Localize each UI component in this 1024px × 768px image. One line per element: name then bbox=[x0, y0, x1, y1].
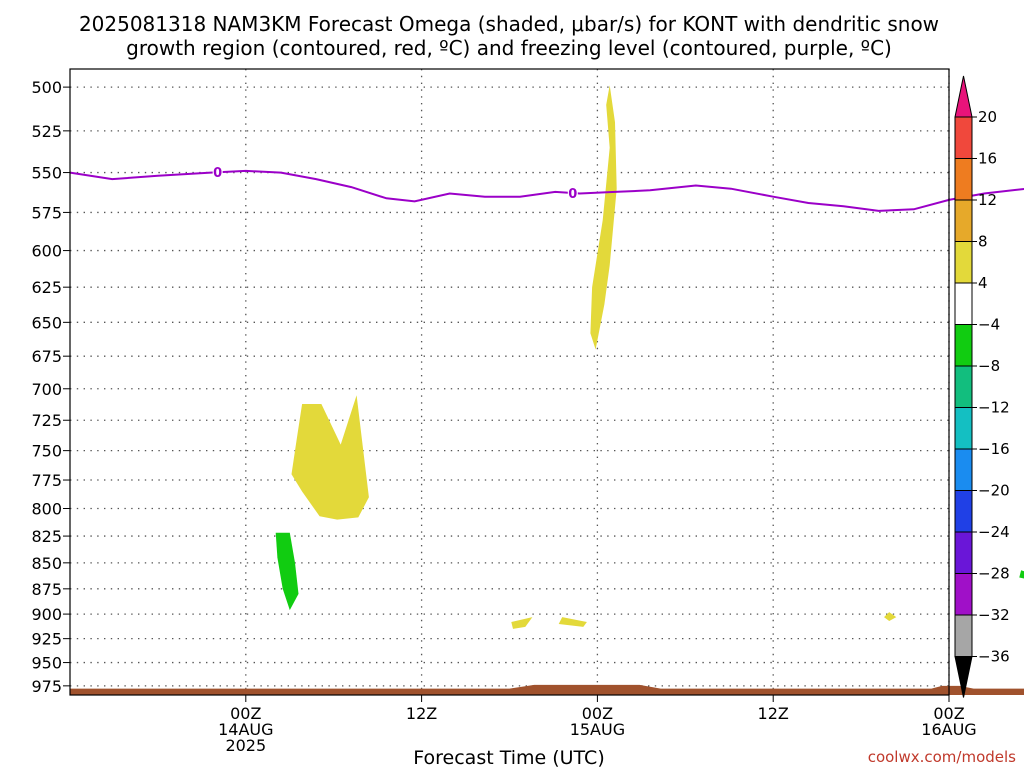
colorbar-tick-label: −8 bbox=[978, 357, 1000, 375]
y-tick-label: 950 bbox=[31, 654, 62, 673]
chart-title-line-1: 2025081318 NAM3KM Forecast Omega (shaded… bbox=[79, 12, 939, 36]
colorbar-tick-label: −20 bbox=[978, 482, 1010, 500]
omega-region bbox=[884, 612, 897, 621]
y-tick-label: 825 bbox=[31, 527, 62, 546]
colorbar-bottom-triangle bbox=[954, 656, 973, 698]
x-tick-label: 12Z bbox=[758, 704, 789, 723]
terrain-area bbox=[70, 684, 1024, 695]
freezing-level-contour-label: 0 bbox=[213, 166, 222, 181]
y-tick-label: 500 bbox=[31, 78, 62, 97]
colorbar-swatch bbox=[954, 407, 973, 450]
credit-label: coolwx.com/models bbox=[868, 748, 1016, 766]
x-axis-label: Forecast Time (UTC) bbox=[413, 747, 604, 768]
plot-border bbox=[69, 68, 950, 696]
colorbar-tick-label: −36 bbox=[978, 648, 1010, 666]
plot-background bbox=[70, 69, 949, 695]
x-tick-label: 00Z bbox=[933, 704, 964, 723]
y-tick-label: 725 bbox=[31, 411, 62, 430]
y-tick-label: 850 bbox=[31, 554, 62, 573]
y-tick-label: 900 bbox=[31, 605, 62, 624]
freezing-level-line bbox=[69, 169, 1024, 212]
colorbar-swatch bbox=[954, 531, 973, 574]
y-tick-label: 700 bbox=[31, 380, 62, 399]
colorbar-tick-label: −32 bbox=[978, 606, 1010, 624]
colorbar-swatch bbox=[954, 199, 973, 242]
y-tick-label: 675 bbox=[31, 347, 62, 366]
x-tick-label: 00Z bbox=[582, 704, 613, 723]
y-axis-ticks: 500 525 550 575 600 625 650 675 700 725 750 775 800 8… bbox=[31, 78, 70, 696]
colorbar-swatch bbox=[954, 324, 973, 367]
y-tick-label: 750 bbox=[31, 442, 62, 461]
y-tick-label: 800 bbox=[31, 499, 62, 518]
y-tick-label: 875 bbox=[31, 580, 62, 599]
colorbar-swatch bbox=[954, 573, 973, 616]
colorbar-swatch bbox=[954, 614, 973, 657]
colorbar-tick-label: −24 bbox=[978, 523, 1010, 541]
x-tick-label: 00Z bbox=[230, 704, 261, 723]
y-tick-label: 600 bbox=[31, 242, 62, 261]
colorbar-tick-label: −12 bbox=[978, 399, 1010, 417]
colorbar-swatch bbox=[954, 282, 973, 325]
plot-frame bbox=[69, 68, 950, 696]
colorbar-tick-label: 20 bbox=[978, 108, 997, 126]
colorbar-tick-label: −4 bbox=[978, 316, 1000, 334]
omega-region bbox=[590, 85, 617, 350]
colorbar-swatch bbox=[954, 448, 973, 491]
colorbar-tick-label: 8 bbox=[978, 233, 988, 251]
freezing-level-contour-label: 0 bbox=[568, 187, 577, 202]
freezing-level-layer: 00 bbox=[69, 164, 1024, 212]
colorbar-swatch bbox=[954, 490, 973, 533]
omega-region bbox=[1019, 570, 1024, 579]
colorbar-swatch bbox=[954, 116, 973, 159]
contour-label-bg bbox=[567, 185, 578, 201]
y-tick-label: 975 bbox=[31, 677, 62, 696]
x-tick-label: 15AUG bbox=[570, 720, 625, 739]
colorbar-tick-label: −16 bbox=[978, 440, 1010, 458]
omega-region bbox=[558, 617, 587, 627]
colorbar-swatch bbox=[954, 365, 973, 408]
omega-region bbox=[275, 532, 299, 611]
x-tick-label: 12Z bbox=[406, 704, 437, 723]
omega-shaded-regions bbox=[275, 85, 1024, 629]
colorbar-tick-label: 4 bbox=[978, 274, 988, 292]
y-tick-label: 650 bbox=[31, 313, 62, 332]
x-tick-label: 16AUG bbox=[921, 720, 976, 739]
y-tick-label: 925 bbox=[31, 630, 62, 649]
chart-title-line-2: growth region (contoured, red, ºC) and f… bbox=[126, 36, 892, 60]
x-tick-label: 2025 bbox=[225, 736, 266, 755]
colorbar: 20 16 12 8 4 −4 −8 −12 −16 −20 −24 −28 −32 −36 bbox=[954, 75, 1010, 698]
colorbar-tick-label: 12 bbox=[978, 191, 997, 209]
y-tick-label: 575 bbox=[31, 203, 62, 222]
colorbar-swatch bbox=[954, 241, 973, 284]
x-tick-label: 14AUG bbox=[218, 720, 273, 739]
y-tick-label: 775 bbox=[31, 471, 62, 490]
y-tick-label: 525 bbox=[31, 122, 62, 141]
contour-label-bg bbox=[212, 164, 223, 180]
colorbar-tick-label: 16 bbox=[978, 150, 997, 168]
colorbar-top-triangle bbox=[954, 75, 973, 118]
plot-area bbox=[70, 69, 949, 695]
y-tick-label: 550 bbox=[31, 164, 62, 183]
colorbar-swatch bbox=[954, 158, 973, 201]
terrain-layer bbox=[70, 684, 1024, 695]
omega-region bbox=[511, 617, 533, 629]
omega-region bbox=[291, 395, 369, 520]
y-tick-label: 625 bbox=[31, 278, 62, 297]
colorbar-tick-label: −28 bbox=[978, 565, 1010, 583]
